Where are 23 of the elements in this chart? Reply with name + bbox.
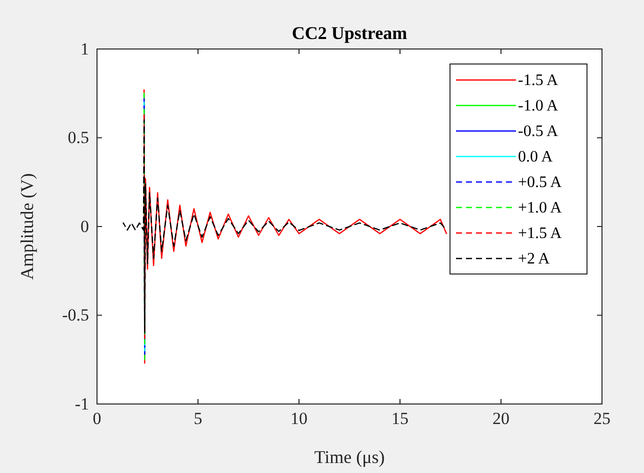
x-tick-label: 25 (594, 409, 610, 428)
y-tick-label: 1 (80, 39, 89, 58)
legend-label: -1.0 A (518, 98, 558, 114)
y-tick-label: -0.5 (62, 306, 89, 325)
legend-label: +2 A (518, 250, 550, 268)
x-axis-title: Time (μs) (314, 447, 385, 467)
y-tick-label: 0.5 (68, 128, 89, 148)
x-tick-label: 10 (290, 409, 308, 428)
y-tick-label: 0 (80, 216, 89, 236)
legend-label: -1.5 A (518, 72, 558, 89)
x-tick-label: 20 (492, 409, 510, 428)
y-axis-title: Amplitude (V) (17, 173, 37, 280)
legend-label: +0.5 A (518, 174, 562, 191)
chart-title: CC2 Upstream (292, 23, 408, 43)
x-tick-label: 15 (392, 409, 408, 428)
legend-label: +1.5 A (518, 225, 562, 242)
legend-label: 0.0 A (518, 148, 554, 166)
x-tick-label: 5 (194, 409, 202, 428)
legend-label: -0.5 A (518, 123, 558, 140)
y-tick-label: -1 (74, 394, 89, 414)
x-tick-label: 0 (92, 409, 102, 428)
line-series (122, 119, 448, 334)
legend-label: +1.0 A (518, 200, 562, 216)
